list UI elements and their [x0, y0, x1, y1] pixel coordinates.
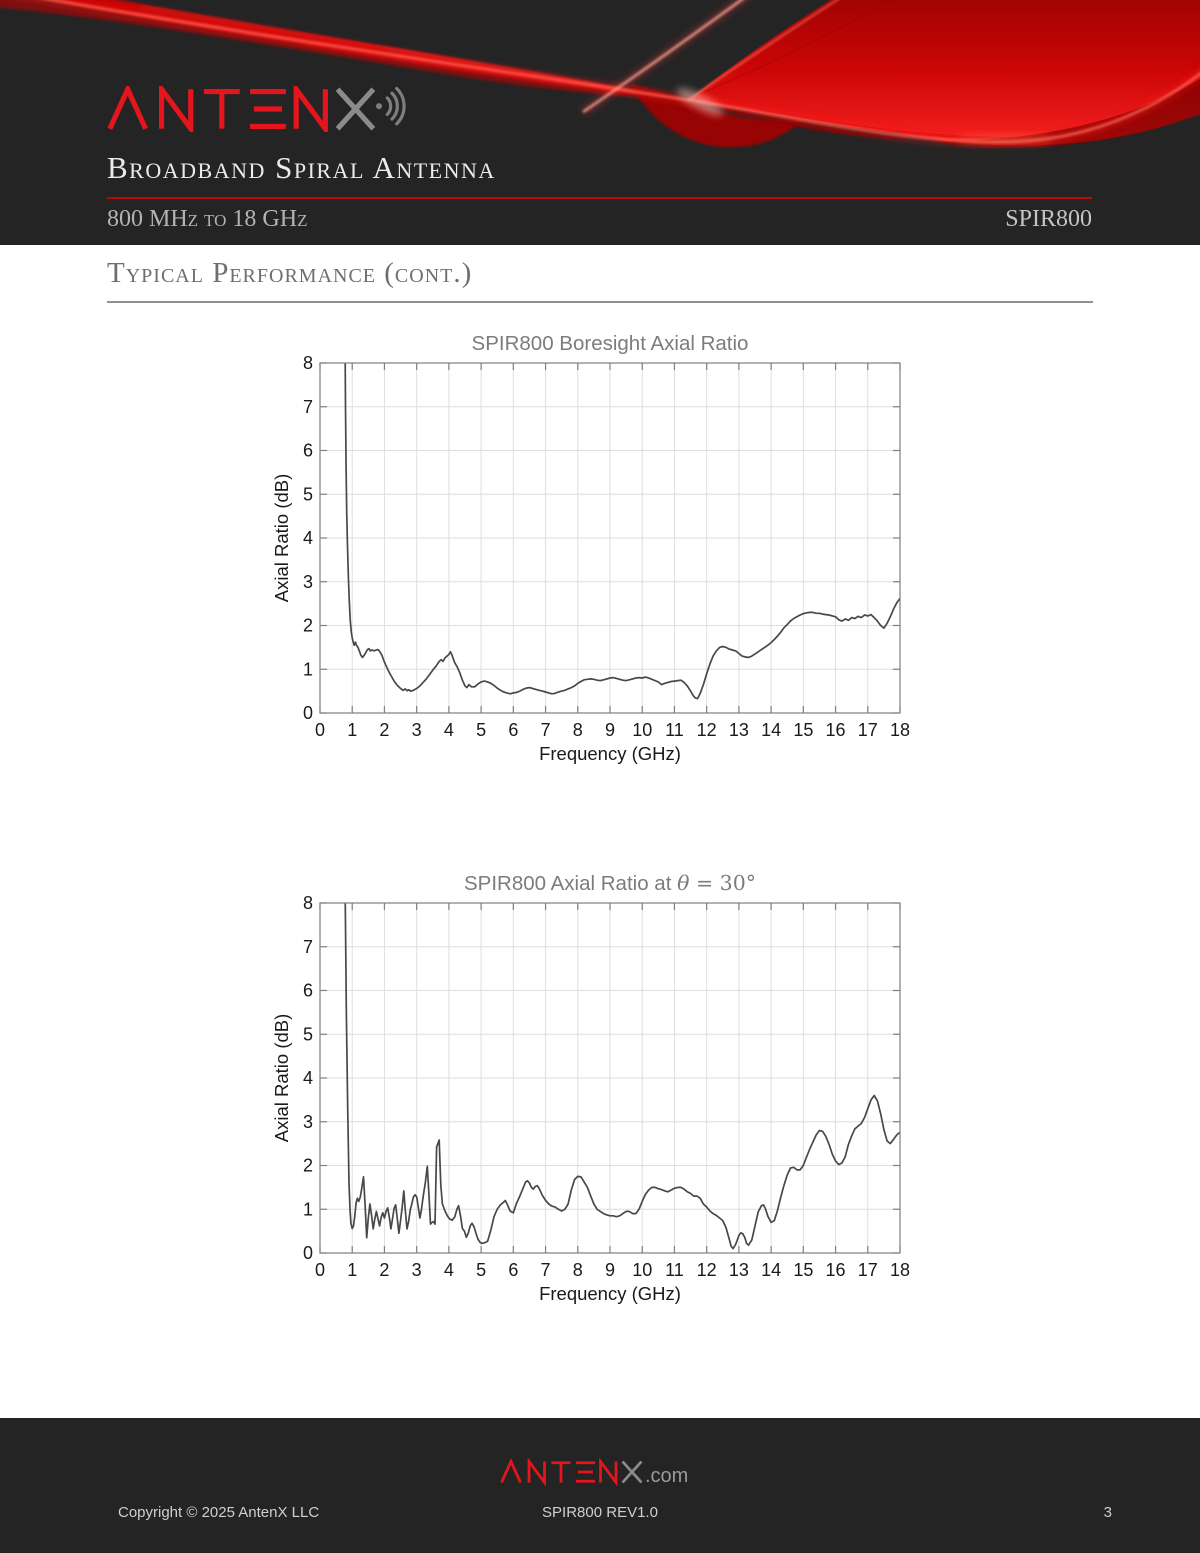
x-tick-label: 16: [826, 720, 846, 740]
x-axis-label: Frequency (GHz): [539, 1283, 681, 1304]
x-tick-label: 7: [541, 1260, 551, 1280]
copyright-text: Copyright © 2025 AntenX LLC: [118, 1504, 320, 1521]
x-tick-label: 3: [412, 1260, 422, 1280]
y-axis-label: Axial Ratio (dB): [271, 1014, 292, 1143]
page-number: 3: [1103, 1504, 1112, 1521]
footer-logo-suffix: .com: [645, 1465, 688, 1486]
x-tick-label: 2: [379, 720, 389, 740]
y-tick-label: 3: [303, 1112, 313, 1132]
x-tick-label: 11: [665, 1260, 684, 1280]
x-tick-label: 4: [444, 1260, 454, 1280]
y-axis-label: Axial Ratio (dB): [271, 474, 292, 603]
y-tick-label: 4: [303, 1068, 313, 1088]
y-tick-label: 5: [303, 484, 313, 504]
header-divider: [107, 197, 1092, 199]
chart-title: SPIR800 Axial Ratio at θ = 30°: [464, 871, 756, 895]
x-tick-label: 5: [476, 720, 486, 740]
x-tick-label: 17: [858, 1260, 878, 1280]
y-tick-label: 1: [303, 1199, 313, 1219]
signal-waves-icon: [374, 86, 406, 126]
x-tick-label: 12: [697, 720, 717, 740]
revision-text: SPIR800 REV1.0: [542, 1504, 658, 1521]
x-tick-label: 10: [632, 720, 652, 740]
x-tick-label: 1: [347, 1260, 357, 1280]
x-tick-label: 11: [665, 720, 684, 740]
header: Broadband Spiral Antenna 800 MHz to 18 G…: [0, 0, 1200, 245]
y-tick-label: 5: [303, 1024, 313, 1044]
x-tick-label: 6: [508, 720, 518, 740]
x-tick-label: 6: [508, 1260, 518, 1280]
x-tick-label: 0: [315, 720, 325, 740]
y-tick-label: 0: [303, 1243, 313, 1263]
x-tick-label: 15: [793, 720, 813, 740]
logo-text-gray: [338, 89, 374, 129]
footer-logo-red: [500, 1460, 618, 1484]
x-tick-label: 5: [476, 1260, 486, 1280]
y-tick-label: 1: [303, 659, 313, 679]
y-tick-label: 6: [303, 981, 313, 1001]
y-tick-label: 7: [303, 397, 313, 417]
x-tick-label: 1: [347, 720, 357, 740]
y-tick-label: 6: [303, 441, 313, 461]
y-tick-label: 4: [303, 528, 313, 548]
x-tick-label: 16: [826, 1260, 846, 1280]
x-tick-label: 9: [605, 1260, 615, 1280]
x-axis-label: Frequency (GHz): [539, 743, 681, 764]
section-heading: Typical Performance (cont.): [107, 257, 473, 289]
x-tick-label: 13: [729, 720, 749, 740]
frequency-range: 800 MHz to 18 GHz: [107, 206, 308, 232]
axial-ratio-30deg-chart: 0 1 2 3 4 5 6 7 8 9 10 11 12 13 14 15 16 17 18 0 1 2 3 4 5 6 7 8 SPI…: [230, 868, 930, 1313]
x-tick-label: 10: [632, 1260, 652, 1280]
theta30-chart-canvas: 0 1 2 3 4 5 6 7 8 9 10 11 12 13 14 15 16 17 18012345678SPI…: [271, 871, 910, 1304]
y-tick-label: 7: [303, 937, 313, 957]
boresight-axial-ratio-chart: 0 1 2 3 4 5 6 7 8 9 10 11 12 13 14 15 16 17 18 0 1 2 3 4 5 6 7 8 SPI…: [230, 328, 930, 773]
x-tick-label: 8: [573, 720, 583, 740]
y-tick-label: 2: [303, 1156, 313, 1176]
x-tick-label: 4: [444, 720, 454, 740]
x-tick-label: 7: [541, 720, 551, 740]
boresight-chart-canvas: 0 1 2 3 4 5 6 7 8 9 10 11 12 13 14 15 16 17 18012345678SPI…: [271, 332, 910, 764]
x-tick-label: 3: [412, 720, 422, 740]
x-tick-label: 12: [697, 1260, 717, 1280]
chart-title: SPIR800 Boresight Axial Ratio: [472, 332, 749, 355]
y-tick-label: 2: [303, 616, 313, 636]
logo-text-red: [110, 89, 326, 129]
y-tick-label: 0: [303, 703, 313, 723]
x-tick-label: 8: [573, 1260, 583, 1280]
data-series-line: [344, 903, 900, 1250]
x-tick-label: 14: [761, 720, 781, 740]
footer-logo: .com: [500, 1458, 700, 1491]
x-tick-label: 13: [729, 1260, 749, 1280]
footer-logo-x: [621, 1460, 643, 1484]
x-tick-label: 9: [605, 720, 615, 740]
y-tick-label: 8: [303, 353, 313, 373]
x-tick-label: 18: [890, 720, 910, 740]
x-tick-label: 14: [761, 1260, 781, 1280]
x-tick-label: 17: [858, 720, 878, 740]
y-tick-label: 3: [303, 572, 313, 592]
red-wave-graphic: [0, 0, 1200, 148]
x-tick-label: 0: [315, 1260, 325, 1280]
product-title: Broadband Spiral Antenna: [107, 150, 496, 185]
footer: .com Copyright © 2025 AntenX LLC SPIR800…: [0, 1418, 1200, 1553]
antenx-logo: [107, 86, 427, 137]
y-tick-label: 8: [303, 893, 313, 913]
x-tick-label: 18: [890, 1260, 910, 1280]
part-number: SPIR800: [1005, 206, 1092, 232]
x-tick-label: 2: [379, 1260, 389, 1280]
x-tick-label: 15: [793, 1260, 813, 1280]
data-series-line: [344, 363, 900, 700]
section-divider: [107, 301, 1093, 303]
